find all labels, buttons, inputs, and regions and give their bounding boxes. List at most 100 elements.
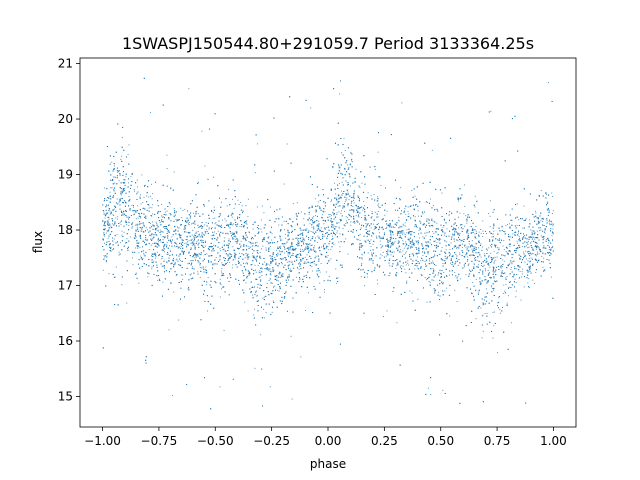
data-point (472, 231, 474, 233)
data-point (542, 221, 544, 223)
data-point (246, 219, 248, 221)
data-point (282, 275, 284, 277)
data-point (481, 315, 483, 317)
data-point (308, 261, 310, 263)
data-point (350, 221, 352, 223)
data-point (160, 231, 162, 233)
data-point (311, 244, 313, 246)
data-point (328, 261, 330, 263)
data-point (463, 213, 465, 215)
data-point (428, 280, 430, 282)
data-point (531, 241, 533, 243)
data-point (261, 231, 263, 233)
data-point (278, 290, 280, 292)
data-point (474, 258, 476, 260)
data-point (436, 245, 438, 247)
data-point (551, 213, 553, 214)
data-point (377, 204, 379, 206)
data-point (277, 252, 279, 254)
data-point (251, 287, 253, 289)
data-point (417, 215, 419, 217)
data-point (208, 228, 210, 230)
data-point (225, 220, 227, 222)
data-point (475, 230, 477, 232)
data-point (497, 352, 499, 354)
data-point (511, 257, 513, 259)
data-point (289, 249, 291, 251)
data-point (115, 177, 117, 179)
data-point (313, 263, 315, 265)
data-point (401, 225, 403, 227)
data-point (501, 230, 503, 232)
data-point (465, 215, 467, 217)
data-point (129, 236, 131, 238)
data-point (347, 253, 349, 255)
data-point (338, 241, 340, 243)
data-point (399, 231, 401, 233)
data-point (400, 251, 402, 253)
data-point (304, 261, 306, 263)
data-point (144, 238, 146, 240)
data-point (466, 260, 468, 262)
data-point (152, 243, 154, 245)
data-point (360, 227, 362, 229)
data-point (197, 230, 199, 232)
data-point (489, 226, 491, 228)
data-point (433, 255, 435, 257)
data-point (338, 200, 340, 202)
data-point (464, 225, 466, 227)
data-point (393, 242, 395, 244)
data-point (481, 337, 483, 339)
data-point (358, 247, 360, 249)
data-point (338, 227, 340, 229)
data-point (404, 222, 406, 224)
data-point (291, 398, 293, 400)
data-point (214, 231, 216, 233)
data-point (528, 278, 530, 280)
data-point (104, 217, 106, 219)
data-point (111, 187, 113, 189)
data-point (431, 244, 433, 246)
data-point (150, 235, 152, 237)
data-point (126, 215, 128, 217)
data-point (483, 253, 485, 255)
data-point (310, 107, 312, 109)
data-point (271, 282, 273, 284)
data-point (425, 235, 427, 237)
data-point (325, 271, 327, 273)
data-point (108, 273, 110, 275)
data-point (255, 290, 257, 292)
data-point (150, 183, 152, 185)
data-point (360, 217, 362, 219)
data-point (441, 192, 443, 194)
data-point (537, 227, 539, 229)
data-point (376, 196, 378, 198)
data-point (174, 229, 176, 231)
data-point (501, 270, 503, 272)
data-point (426, 301, 428, 303)
data-point (534, 237, 536, 239)
data-point (490, 285, 492, 287)
data-point (219, 248, 221, 250)
data-point (404, 210, 406, 212)
data-point (538, 221, 540, 223)
data-point (483, 264, 485, 266)
data-point (151, 198, 153, 200)
data-point (277, 280, 279, 282)
data-point (461, 246, 463, 248)
data-point (454, 263, 456, 265)
data-point (445, 257, 447, 259)
data-point (356, 238, 358, 240)
data-point (471, 244, 473, 246)
data-point (323, 291, 325, 293)
data-point (260, 219, 262, 221)
data-point (397, 263, 399, 265)
data-point (256, 206, 258, 208)
data-point (283, 256, 285, 258)
data-point (103, 255, 105, 257)
data-point (347, 217, 349, 219)
data-point (196, 231, 198, 233)
data-point (266, 283, 268, 285)
data-point (214, 217, 216, 219)
data-point (454, 227, 456, 229)
